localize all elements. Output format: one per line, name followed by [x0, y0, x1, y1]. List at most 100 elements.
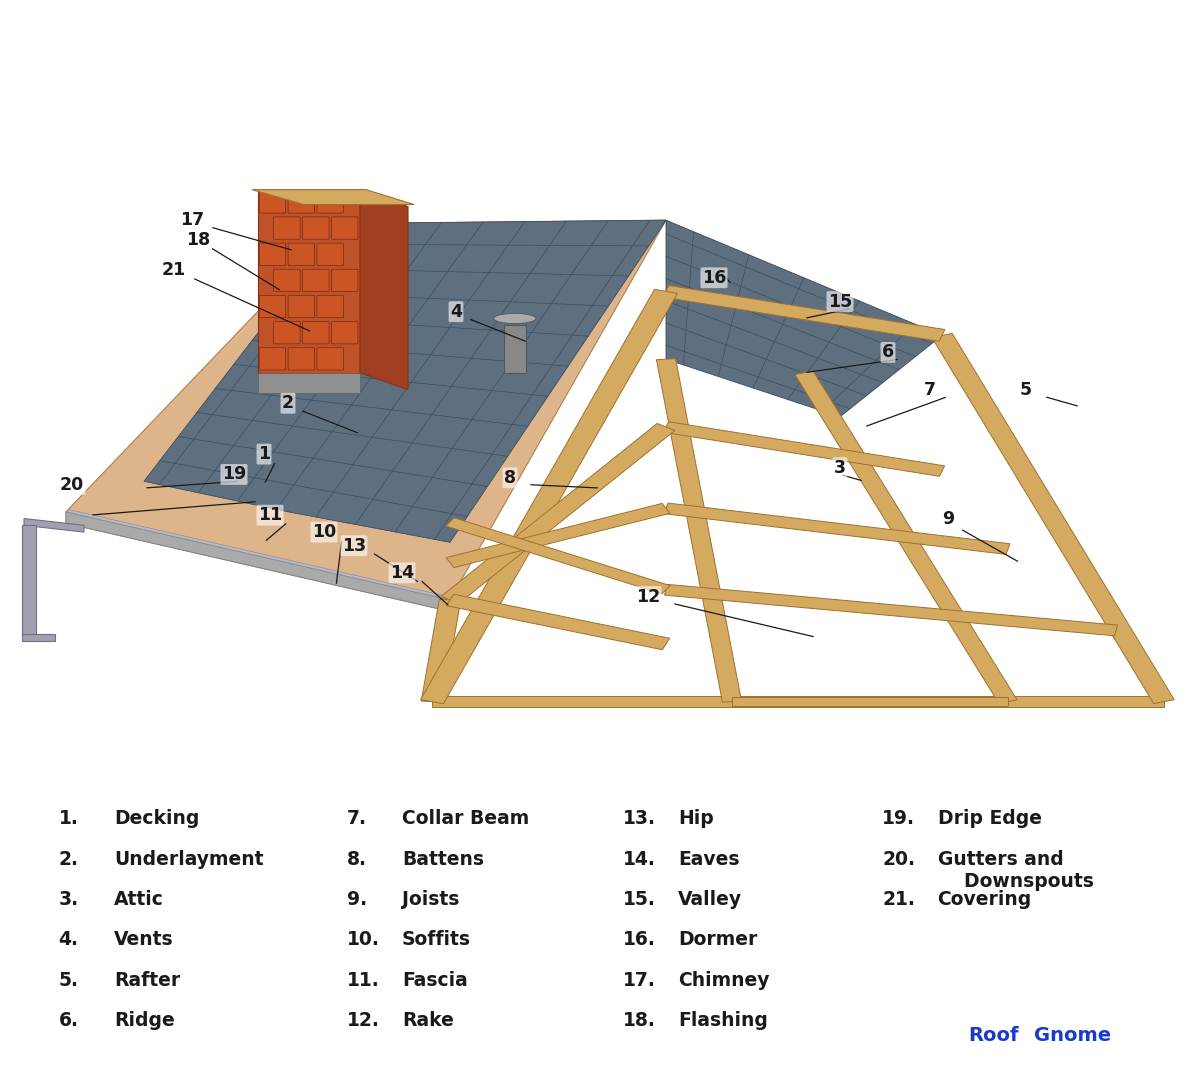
Text: 18.: 18. [623, 1011, 656, 1030]
Polygon shape [664, 503, 1010, 554]
Text: 21.: 21. [882, 890, 916, 909]
Polygon shape [421, 599, 461, 703]
Polygon shape [258, 190, 360, 373]
FancyBboxPatch shape [259, 244, 286, 265]
Text: 9: 9 [942, 509, 954, 528]
Text: 8.: 8. [347, 850, 366, 868]
Text: 13: 13 [342, 536, 366, 554]
Text: 4.: 4. [59, 930, 78, 949]
Polygon shape [66, 512, 450, 612]
FancyBboxPatch shape [259, 296, 286, 317]
Polygon shape [665, 584, 1117, 635]
Polygon shape [66, 220, 666, 600]
Text: 19: 19 [222, 466, 246, 484]
FancyBboxPatch shape [274, 321, 300, 344]
Text: Soffits: Soffits [402, 930, 470, 949]
Text: 2: 2 [282, 394, 294, 412]
Text: 17.: 17. [623, 971, 656, 990]
Polygon shape [66, 512, 450, 612]
FancyBboxPatch shape [288, 191, 314, 214]
Text: 2.: 2. [59, 850, 78, 868]
FancyBboxPatch shape [274, 217, 300, 239]
Text: Flashing: Flashing [678, 1011, 768, 1030]
Polygon shape [258, 373, 360, 393]
Text: 9.: 9. [347, 890, 367, 909]
Text: Rake: Rake [402, 1011, 454, 1030]
Bar [504, 326, 526, 373]
Text: Battens: Battens [402, 850, 484, 868]
Polygon shape [24, 519, 84, 532]
Text: 6.: 6. [59, 1011, 78, 1030]
Text: 7: 7 [924, 380, 936, 398]
Text: 18: 18 [186, 232, 210, 250]
Text: 14: 14 [390, 564, 414, 582]
Text: 3.: 3. [59, 890, 79, 909]
FancyBboxPatch shape [317, 296, 343, 317]
Polygon shape [22, 525, 36, 638]
FancyBboxPatch shape [331, 217, 358, 239]
FancyBboxPatch shape [302, 269, 329, 292]
Text: 10.: 10. [347, 930, 379, 949]
Text: 16.: 16. [623, 930, 656, 949]
Polygon shape [144, 220, 666, 543]
Text: Covering: Covering [937, 890, 1032, 909]
FancyBboxPatch shape [259, 191, 286, 214]
Text: 10: 10 [312, 523, 336, 541]
Text: 21: 21 [162, 261, 186, 279]
Polygon shape [66, 509, 454, 600]
Text: Attic: Attic [114, 890, 163, 909]
Polygon shape [446, 594, 670, 649]
Text: 1.: 1. [59, 810, 78, 829]
Text: Ridge: Ridge [114, 1011, 175, 1030]
Text: 6: 6 [882, 344, 894, 361]
FancyBboxPatch shape [288, 348, 314, 370]
Text: 11.: 11. [347, 971, 379, 990]
Text: 12: 12 [636, 587, 660, 606]
Text: Gnome: Gnome [1034, 1026, 1111, 1045]
Polygon shape [664, 285, 944, 342]
FancyBboxPatch shape [259, 348, 286, 370]
Text: Eaves: Eaves [678, 850, 740, 868]
Text: 13.: 13. [623, 810, 656, 829]
Text: Joists: Joists [402, 890, 460, 909]
Text: 20: 20 [60, 475, 84, 493]
Text: Drip Edge: Drip Edge [937, 810, 1042, 829]
Text: 15.: 15. [623, 890, 656, 909]
FancyBboxPatch shape [302, 321, 329, 344]
Text: Underlayment: Underlayment [114, 850, 263, 868]
Text: 3: 3 [834, 458, 846, 476]
Text: 1: 1 [258, 445, 270, 464]
Text: Fascia: Fascia [402, 971, 468, 990]
FancyBboxPatch shape [288, 244, 314, 265]
FancyBboxPatch shape [317, 244, 343, 265]
Text: 5: 5 [1020, 380, 1032, 398]
Text: 20.: 20. [882, 850, 916, 868]
Polygon shape [432, 696, 1164, 707]
Text: Vents: Vents [114, 930, 174, 949]
Text: Dormer: Dormer [678, 930, 757, 949]
Text: Hip: Hip [678, 810, 714, 829]
Polygon shape [252, 190, 414, 205]
Text: Anatomy of a Roof: Anatomy of a Roof [310, 23, 890, 78]
Text: Valley: Valley [678, 890, 743, 909]
Polygon shape [420, 289, 678, 704]
Text: 12.: 12. [347, 1011, 379, 1030]
Polygon shape [732, 697, 1008, 706]
FancyBboxPatch shape [331, 269, 358, 292]
FancyBboxPatch shape [288, 296, 314, 317]
Polygon shape [664, 422, 944, 476]
FancyBboxPatch shape [317, 191, 343, 214]
Polygon shape [22, 633, 55, 641]
Polygon shape [794, 371, 1018, 704]
Text: Gutters and
    Downspouts: Gutters and Downspouts [937, 850, 1093, 891]
Text: 14.: 14. [623, 850, 656, 868]
Text: Decking: Decking [114, 810, 199, 829]
Polygon shape [144, 220, 666, 543]
FancyBboxPatch shape [274, 269, 300, 292]
Polygon shape [446, 503, 670, 567]
Text: Collar Beam: Collar Beam [402, 810, 529, 829]
Text: Chimney: Chimney [678, 971, 770, 990]
Text: 16: 16 [702, 269, 726, 287]
Text: 19.: 19. [882, 810, 916, 829]
Text: Rafter: Rafter [114, 971, 180, 990]
